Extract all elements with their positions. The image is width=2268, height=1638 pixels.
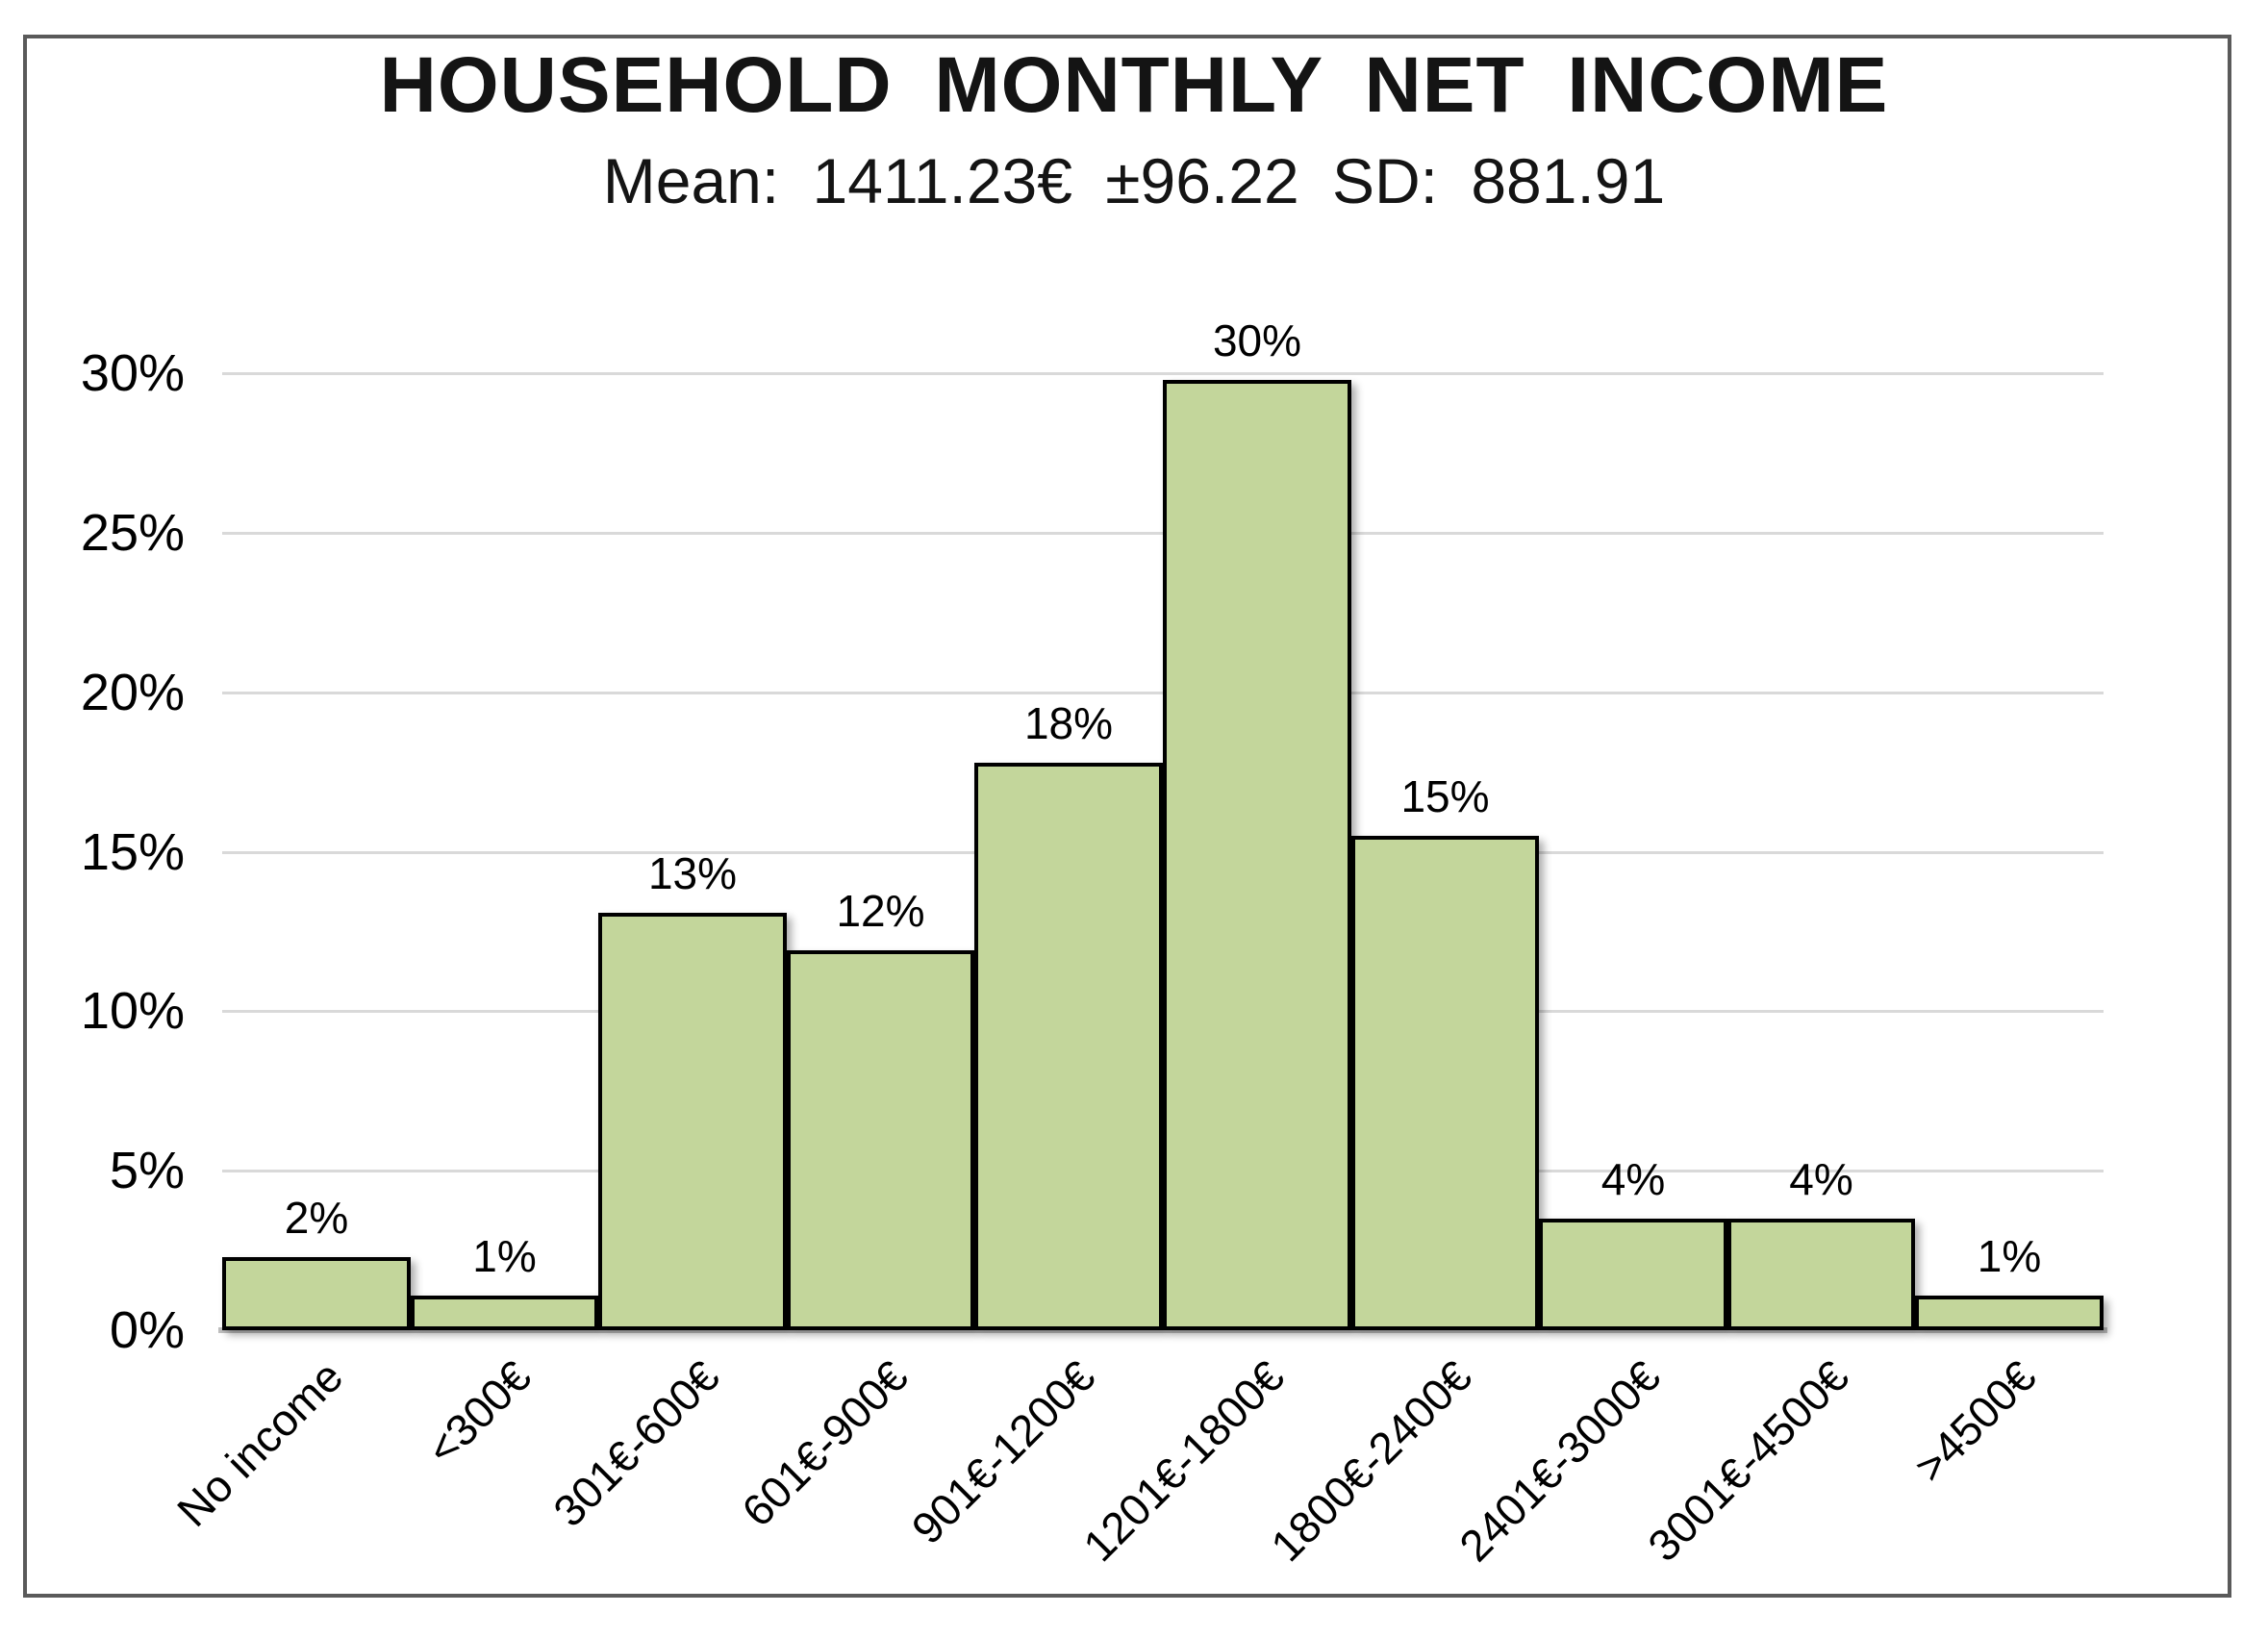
bar	[1351, 836, 1539, 1330]
bar	[411, 1296, 598, 1330]
bar	[222, 1257, 411, 1330]
chart-title: HOUSEHOLD MONTHLY NET INCOME	[379, 41, 1889, 129]
bar	[1727, 1219, 1915, 1330]
bar	[1915, 1296, 2104, 1330]
y-axis-tick-label: 20%	[80, 664, 185, 721]
bar-value-label: 13%	[647, 848, 738, 898]
bar-value-label: 4%	[1789, 1154, 1853, 1204]
bar	[598, 913, 787, 1330]
y-axis-tick-label: 5%	[109, 1142, 185, 1199]
bar-value-label: 15%	[1400, 771, 1490, 821]
bar-value-label: 30%	[1212, 315, 1302, 365]
bar-value-label: 1%	[1977, 1231, 2042, 1281]
y-axis-tick-label: 10%	[80, 982, 185, 1040]
bar-value-label: 12%	[836, 886, 925, 936]
bar	[1539, 1219, 1727, 1330]
x-axis-line	[218, 1327, 2107, 1333]
plot-area: 2% 1% 13% 12% 18% 30% 15% 4% 4% 1%	[218, 315, 2107, 1333]
bar	[1163, 380, 1351, 1330]
chart-frame	[23, 35, 2231, 1598]
bar-value-label: 4%	[1600, 1154, 1666, 1204]
bar-value-label: 2%	[284, 1193, 349, 1243]
bar	[974, 763, 1163, 1330]
y-axis-tick-label: 15%	[80, 823, 185, 881]
bar	[787, 950, 974, 1330]
bar-value-label: 1%	[472, 1231, 537, 1281]
gridline	[222, 372, 2104, 375]
chart-subtitle: Mean: 1411.23€ ±96.22 SD: 881.91	[602, 145, 1666, 216]
y-axis-tick-label: 25%	[80, 504, 185, 562]
y-axis-tick-label: 30%	[80, 344, 185, 402]
y-axis-tick-label: 0%	[109, 1301, 185, 1359]
bar-value-label: 18%	[1023, 698, 1114, 748]
